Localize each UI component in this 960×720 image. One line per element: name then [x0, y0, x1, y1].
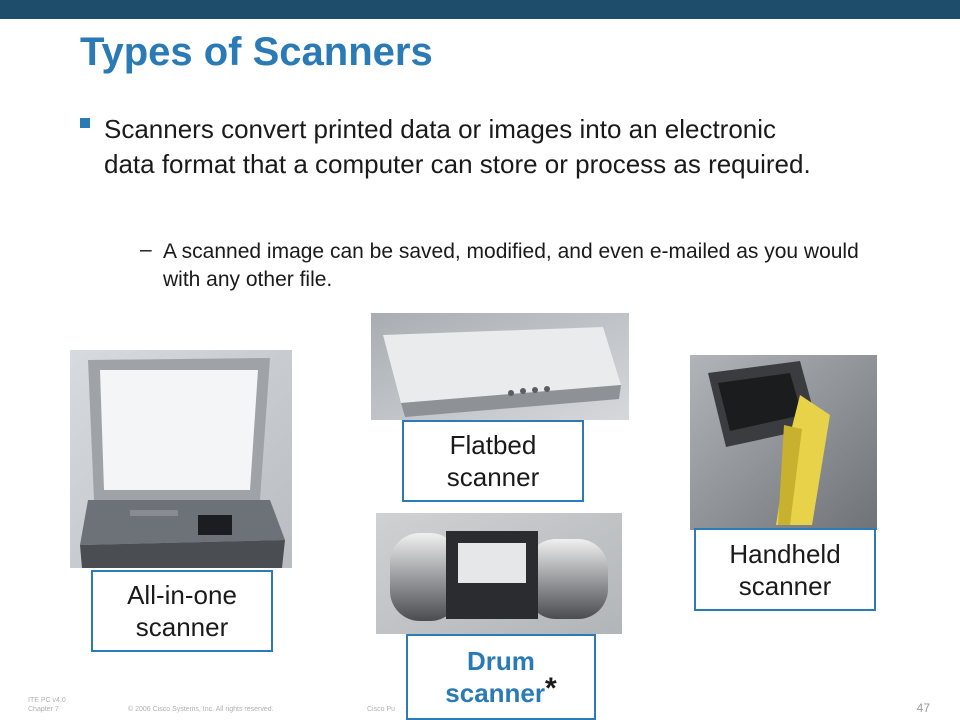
handheld-scanner-label: Handheld scanner: [694, 528, 876, 611]
label-line-1: Drum: [467, 646, 535, 676]
all-in-one-scanner-image: [70, 350, 292, 568]
drum-scanner-image: [376, 513, 622, 634]
sub-bullet-dash: –: [140, 238, 152, 261]
label-line-1: Flatbed: [449, 430, 537, 460]
drum-scanner-label: Drum scanner*: [406, 634, 596, 720]
footer-public: Cisco Pu: [367, 706, 396, 713]
sub-bullet-text: A scanned image can be saved, modified, …: [163, 240, 859, 291]
footer-copyright: © 2006 Cisco Systems, Inc. All rights re…: [128, 706, 274, 713]
page-number: 47: [916, 701, 930, 715]
footer-chapter: Chapter 7: [28, 706, 59, 713]
label-line-2: scanner: [135, 612, 229, 642]
square-bullet-icon: [80, 118, 90, 128]
all-in-one-scanner-label: All-in-one scanner: [91, 570, 273, 652]
asterisk-marker: *: [545, 672, 557, 705]
flatbed-scanner-label: Flatbed scanner: [402, 420, 584, 502]
label-line-1: All-in-one: [127, 580, 237, 610]
handheld-scanner-image: [690, 355, 877, 530]
flatbed-scanner-image: [371, 313, 629, 420]
label-line-1: Handheld: [729, 538, 841, 569]
label-line-2: scanner: [738, 570, 832, 601]
top-bar: [0, 0, 960, 19]
label-line-2: scanner: [446, 462, 540, 492]
slide-title: Types of Scanners: [80, 30, 433, 74]
main-bullet-text: Scanners convert printed data or images …: [104, 114, 811, 179]
label-line-2: scanner: [445, 678, 546, 708]
footer-course: ITE PC v4.0: [28, 697, 66, 704]
